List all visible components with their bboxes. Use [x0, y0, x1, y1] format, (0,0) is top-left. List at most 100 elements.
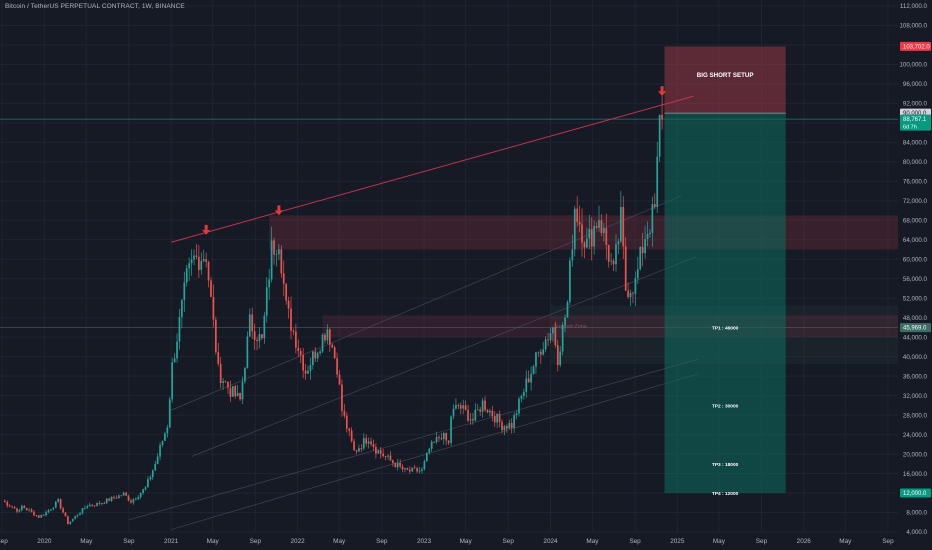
candle-body: [518, 398, 520, 414]
x-tick-label: 2021: [164, 538, 179, 545]
candle-body: [658, 114, 661, 157]
candle-body: [384, 456, 387, 457]
candle-body: [282, 273, 285, 284]
y-tick-label: 44,000.0: [903, 334, 928, 341]
candle-body: [406, 468, 409, 470]
candle-body: [292, 330, 295, 332]
candle-body: [442, 433, 445, 440]
candle-body: [527, 378, 530, 383]
candle-body: [590, 228, 593, 247]
candle-body: [447, 440, 450, 443]
candle-body: [11, 506, 13, 508]
candle-body: [290, 308, 292, 331]
candle-body: [147, 479, 149, 488]
candle-body: [210, 280, 212, 297]
candle-body: [615, 244, 617, 265]
target-label: TP2 : 30000: [712, 403, 739, 409]
candle-body: [304, 370, 307, 374]
price-label-bg: [900, 114, 931, 131]
candle-body: [525, 378, 528, 392]
candle-body: [455, 404, 457, 409]
candle-body: [299, 350, 302, 356]
candle-body: [430, 441, 433, 449]
candle-body: [496, 413, 499, 423]
candle-body: [321, 334, 324, 352]
candle-body: [4, 500, 6, 503]
y-tick-label: 56,000.0: [903, 276, 928, 283]
price-label-text: 45,969.0: [903, 326, 927, 332]
candle-body: [13, 507, 16, 509]
candle-body: [319, 351, 321, 354]
candle-body: [333, 347, 336, 359]
x-tick-label: 2025: [670, 538, 685, 545]
candle-body: [653, 203, 656, 207]
candle-body: [394, 463, 397, 468]
price-axis[interactable]: 112,000.0108,000.0104,000.0100,000.096,0…: [899, 3, 927, 536]
candle-body: [586, 238, 588, 248]
candle-body: [619, 207, 622, 242]
candle-body: [469, 419, 472, 421]
candle-body: [627, 290, 629, 298]
candle-body: [588, 228, 591, 239]
candle-body: [212, 296, 215, 320]
candle-body: [202, 259, 205, 262]
candle-body: [171, 362, 174, 400]
candle-body: [67, 516, 69, 525]
y-tick-label: 68,000.0: [903, 217, 928, 224]
candle-body: [314, 351, 317, 359]
candle-body: [309, 365, 312, 371]
candle-body: [636, 269, 639, 279]
y-tick-label: 8,000.0: [906, 510, 927, 517]
x-tick-label: May: [207, 538, 220, 545]
candle-body: [30, 509, 33, 512]
y-tick-label: 76,000.0: [903, 179, 928, 186]
candle-body: [581, 224, 583, 243]
down-arrow-icon: [658, 86, 667, 97]
candle-body: [37, 515, 40, 518]
candle-body: [445, 433, 448, 441]
candle-body: [367, 441, 370, 444]
y-tick-label: 96,000.0: [903, 81, 928, 88]
candle-body: [74, 516, 77, 519]
candle-body: [459, 405, 462, 409]
y-tick-label: 52,000.0: [903, 295, 928, 302]
candle-body: [549, 333, 552, 341]
target-label: TP4 : 12000: [712, 491, 739, 497]
candle-body: [127, 495, 130, 501]
candle-body: [462, 405, 465, 409]
candle-body: [343, 410, 346, 416]
channel-line: [171, 195, 682, 411]
candle-body: [421, 469, 423, 471]
candle-body: [641, 247, 644, 254]
candle-body: [598, 220, 600, 228]
x-tick-label: Sep: [376, 538, 388, 545]
candle-body: [498, 413, 501, 422]
candle-body: [569, 260, 571, 302]
candle-body: [358, 448, 360, 452]
candle-body: [370, 441, 372, 445]
candle-body: [328, 329, 331, 345]
symbol-title: Bitcoin / TetherUS PERPETUAL CONTRACT, 1…: [5, 3, 185, 10]
candle-body: [476, 409, 479, 411]
candle-body: [438, 437, 440, 439]
candle-body: [593, 226, 596, 247]
candle-body: [539, 351, 542, 355]
y-tick-label: 4,000.0: [906, 529, 927, 536]
candle-body: [164, 433, 166, 441]
candle-body: [389, 455, 392, 461]
candle-body: [84, 507, 86, 509]
candle-body: [217, 352, 220, 364]
candle-body: [178, 317, 181, 342]
candle-body: [101, 503, 103, 504]
candle-body: [244, 367, 246, 382]
candle-body: [76, 515, 79, 517]
candle-body: [198, 256, 200, 270]
candle-body: [326, 329, 329, 341]
down-arrow-shaft: [204, 224, 208, 230]
time-axis[interactable]: Sep 2020 May Sep 2021 May Sep 2022 May Sep 2023 May…: [0, 538, 894, 545]
x-tick-label: Sep: [0, 538, 8, 545]
short-position-tool[interactable]: BIG SHORT SETUP TP1 : 46000 TP2 : 30000 TP3…: [664, 46, 786, 497]
candle-body: [452, 408, 455, 417]
candle-body: [142, 489, 144, 494]
